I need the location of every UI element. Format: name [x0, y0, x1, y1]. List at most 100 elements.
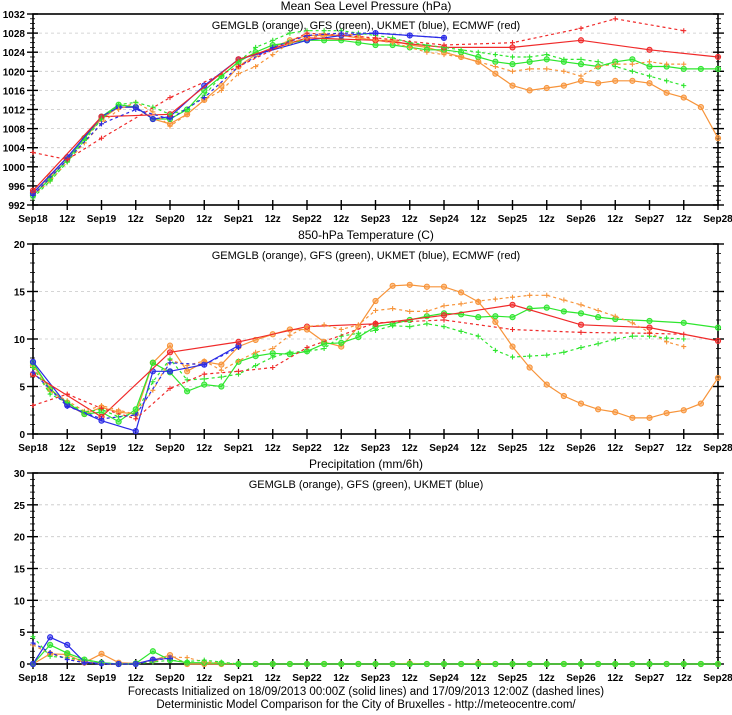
data-point: [373, 308, 378, 313]
x-tick-label: Sep25: [498, 443, 528, 454]
data-point: [116, 102, 122, 108]
data-point: [184, 658, 190, 664]
data-point: [115, 418, 122, 425]
series-ukmet-dashed: [30, 640, 173, 667]
data-point: [321, 28, 327, 34]
x-tick-label: 12z: [265, 443, 281, 454]
x-tick-label: Sep27: [635, 214, 665, 225]
data-point: [167, 95, 173, 101]
data-point: [544, 292, 550, 298]
data-point: [458, 660, 465, 668]
data-point: [304, 345, 310, 351]
x-tick-label: 12z: [539, 443, 555, 454]
data-point: [184, 368, 191, 375]
series-line: [32, 284, 719, 419]
data-point: [424, 308, 430, 314]
data-point: [338, 327, 344, 332]
data-point: [646, 324, 653, 331]
data-point: [663, 89, 670, 96]
x-tick-label: Sep18: [18, 673, 48, 684]
data-point: [253, 44, 259, 50]
data-point: [663, 410, 670, 417]
data-point: [30, 149, 36, 155]
data-point: [543, 84, 550, 92]
data-point: [166, 342, 174, 349]
data-point: [150, 104, 156, 110]
data-point: [595, 59, 601, 65]
x-tick-label: Sep19: [87, 443, 117, 454]
y-tick-label: 30: [14, 469, 26, 480]
y-tick-label: 996: [8, 182, 25, 193]
y-tick-label: 20: [14, 240, 26, 251]
data-point: [612, 660, 619, 668]
chart-panel-3: Precipitation (mm/6h) GEMGLB (orange), GF…: [14, 457, 732, 684]
x-tick-label: 12z: [402, 673, 418, 684]
x-tick-label: Sep24: [429, 214, 459, 225]
data-point: [681, 344, 687, 350]
data-point: [680, 660, 687, 668]
x-tick-label: 12z: [265, 673, 281, 684]
data-point: [440, 660, 448, 668]
x-tick-label: 12z: [333, 214, 349, 225]
data-point: [201, 371, 207, 377]
data-point: [543, 660, 550, 668]
series-gemglb-dashed: [30, 30, 687, 198]
data-point: [30, 192, 36, 198]
data-point: [64, 641, 71, 649]
data-point: [612, 409, 619, 416]
data-point: [441, 35, 447, 41]
data-point: [47, 391, 53, 397]
data-point: [509, 44, 516, 51]
data-point: [492, 70, 499, 77]
data-point: [287, 30, 293, 36]
data-point: [167, 111, 173, 117]
data-point: [509, 660, 516, 668]
data-point: [30, 369, 36, 375]
data-point: [509, 314, 516, 321]
data-point: [527, 292, 533, 298]
data-point: [612, 64, 618, 70]
data-point: [577, 660, 585, 668]
data-point: [510, 354, 515, 360]
x-tick-label: Sep24: [429, 443, 459, 454]
data-point: [64, 403, 70, 409]
data-point: [560, 308, 567, 315]
data-point: [577, 77, 585, 84]
x-tick-label: Sep27: [635, 443, 665, 454]
data-point: [29, 187, 37, 194]
data-point: [390, 306, 396, 312]
x-tick-label: Sep27: [635, 673, 665, 684]
x-tick-label: 12z: [470, 673, 486, 684]
data-point: [407, 32, 413, 38]
series-line: [32, 294, 684, 415]
data-point: [561, 56, 567, 62]
data-point: [646, 317, 653, 325]
x-tick-label: 12z: [539, 214, 555, 225]
data-point: [407, 44, 413, 50]
data-point: [680, 94, 687, 101]
x-tick-label: Sep20: [155, 443, 185, 454]
chart-legend-text: GEMGLB (orange), GFS (green), UKMET (blu…: [212, 250, 520, 262]
data-point: [492, 52, 498, 58]
data-point: [595, 341, 601, 347]
data-point: [509, 82, 516, 89]
data-point: [99, 661, 104, 667]
y-tick-label: 1016: [3, 86, 26, 97]
data-point: [287, 349, 293, 355]
data-point: [681, 331, 687, 337]
data-point: [47, 650, 53, 656]
data-point: [423, 283, 430, 290]
data-point: [681, 61, 687, 67]
data-point: [167, 385, 173, 391]
y-tick-label: 1004: [3, 144, 26, 155]
x-tick-label: 12z: [196, 673, 212, 684]
data-point: [680, 65, 687, 73]
x-tick-label: 12z: [607, 443, 623, 454]
x-tick-label: 12z: [59, 443, 75, 454]
x-tick-label: Sep26: [566, 673, 596, 684]
data-point: [595, 406, 602, 413]
y-tick-label: 1020: [3, 67, 26, 78]
y-tick-label: 15: [14, 288, 26, 299]
data-point: [680, 407, 687, 414]
data-point: [509, 343, 516, 350]
